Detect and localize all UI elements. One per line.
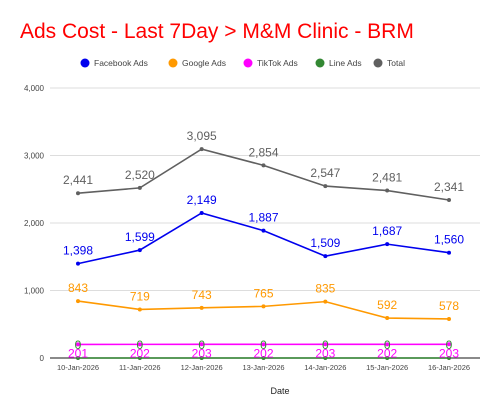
data-label-facebook-ads: 1,509 xyxy=(310,236,340,250)
data-point-tiktok-ads xyxy=(137,342,142,347)
x-tick-label-14-jan-2026: 14-Jan-2026 xyxy=(304,363,346,372)
data-point-tiktok-ads xyxy=(199,342,204,347)
data-point-google-ads xyxy=(199,305,204,310)
data-point-line-ads xyxy=(447,356,451,360)
x-axis-title: Date xyxy=(270,386,289,396)
data-label-tiktok-ads: 203 xyxy=(439,346,459,360)
data-point-total xyxy=(137,185,142,190)
y-tick-label-0: 0 xyxy=(40,354,45,363)
chart-title: Ads Cost - Last 7Day > M&M Clinic - BRM xyxy=(20,20,414,43)
data-point-tiktok-ads xyxy=(385,342,390,347)
data-point-facebook-ads xyxy=(76,261,80,266)
data-label-line-ads: 0 xyxy=(260,338,267,352)
data-label-tiktok-ads: 203 xyxy=(315,346,335,360)
legend-label-facebook-ads: Facebook Ads xyxy=(94,58,148,68)
data-point-line-ads xyxy=(323,356,328,360)
data-label-facebook-ads: 1,560 xyxy=(434,233,464,247)
data-label-line-ads: 0 xyxy=(136,338,143,352)
data-point-total xyxy=(323,184,328,189)
data-point-facebook-ads xyxy=(199,210,204,215)
legend-marker-total xyxy=(373,58,383,68)
data-label-google-ads: 743 xyxy=(192,288,212,302)
legend-marker-line-ads xyxy=(315,58,325,68)
data-label-tiktok-ads: 203 xyxy=(192,346,212,360)
data-label-google-ads: 765 xyxy=(253,286,273,300)
x-tick-label-10-jan-2026: 10-Jan-2026 xyxy=(57,363,99,372)
legend-label-google-ads: Google Ads xyxy=(182,58,226,68)
data-point-facebook-ads xyxy=(137,248,142,253)
data-point-google-ads xyxy=(76,299,80,304)
data-label-total: 3,095 xyxy=(187,129,217,143)
data-point-tiktok-ads xyxy=(76,342,80,347)
legend-label-tiktok-ads: TikTok Ads xyxy=(257,58,298,68)
data-label-line-ads: 0 xyxy=(198,338,205,352)
data-point-total xyxy=(447,197,451,202)
data-point-tiktok-ads xyxy=(261,342,266,347)
data-label-tiktok-ads: 202 xyxy=(130,346,150,360)
legend-label-line-ads: Line Ads xyxy=(329,58,362,68)
data-label-google-ads: 578 xyxy=(439,299,459,313)
data-point-line-ads xyxy=(261,356,266,360)
data-label-total: 2,854 xyxy=(248,145,278,159)
data-label-line-ads: 0 xyxy=(75,338,82,352)
data-label-total: 2,547 xyxy=(310,166,340,180)
data-label-total: 2,520 xyxy=(125,168,155,182)
data-label-facebook-ads: 1,599 xyxy=(125,230,155,244)
data-point-line-ads xyxy=(199,356,204,360)
data-label-line-ads: 0 xyxy=(322,338,329,352)
legend-marker-google-ads xyxy=(168,58,178,68)
data-point-facebook-ads xyxy=(447,250,451,255)
data-label-facebook-ads: 1,687 xyxy=(372,224,402,238)
data-label-google-ads: 843 xyxy=(68,281,88,295)
data-point-total xyxy=(199,147,204,152)
y-tick-label-4000: 4,000 xyxy=(24,84,45,93)
data-label-google-ads: 719 xyxy=(130,289,150,303)
data-label-facebook-ads: 1,887 xyxy=(248,211,278,225)
x-tick-label-11-jan-2026: 11-Jan-2026 xyxy=(119,363,161,372)
data-point-line-ads xyxy=(385,356,390,360)
data-point-google-ads xyxy=(385,316,390,321)
y-tick-label-1000: 1,000 xyxy=(24,287,45,296)
data-point-line-ads xyxy=(137,356,142,360)
data-label-google-ads: 592 xyxy=(377,298,397,312)
data-label-facebook-ads: 2,149 xyxy=(187,193,217,207)
data-label-line-ads: 0 xyxy=(446,338,453,352)
data-point-total xyxy=(76,191,80,196)
data-label-total: 2,441 xyxy=(63,173,93,187)
x-tick-label-16-jan-2026: 16-Jan-2026 xyxy=(428,363,470,372)
x-tick-label-12-jan-2026: 12-Jan-2026 xyxy=(181,363,223,372)
data-point-facebook-ads xyxy=(261,228,266,233)
data-point-total xyxy=(261,163,266,168)
data-point-google-ads xyxy=(323,299,328,304)
data-point-tiktok-ads xyxy=(323,342,328,347)
data-point-line-ads xyxy=(76,356,80,360)
data-label-facebook-ads: 1,398 xyxy=(63,244,93,258)
data-label-tiktok-ads: 202 xyxy=(377,346,397,360)
data-label-tiktok-ads: 202 xyxy=(253,346,273,360)
data-label-total: 2,481 xyxy=(372,171,402,185)
data-point-google-ads xyxy=(447,316,451,321)
y-tick-label-2000: 2,000 xyxy=(24,219,45,228)
data-point-google-ads xyxy=(261,304,266,309)
x-tick-label-15-jan-2026: 15-Jan-2026 xyxy=(366,363,408,372)
data-label-line-ads: 0 xyxy=(384,338,391,352)
data-point-total xyxy=(385,188,390,193)
legend-marker-tiktok-ads xyxy=(243,58,253,68)
data-point-tiktok-ads xyxy=(447,342,451,347)
y-tick-label-3000: 3,000 xyxy=(24,152,45,161)
data-label-google-ads: 835 xyxy=(315,282,335,296)
legend-label-total: Total xyxy=(387,58,405,68)
data-point-google-ads xyxy=(137,307,142,312)
x-tick-label-13-jan-2026: 13-Jan-2026 xyxy=(242,363,284,372)
data-point-facebook-ads xyxy=(323,254,328,259)
data-label-total: 2,341 xyxy=(434,180,464,194)
data-point-facebook-ads xyxy=(385,242,390,247)
legend-marker-facebook-ads xyxy=(80,58,90,68)
data-label-tiktok-ads: 201 xyxy=(68,346,88,360)
